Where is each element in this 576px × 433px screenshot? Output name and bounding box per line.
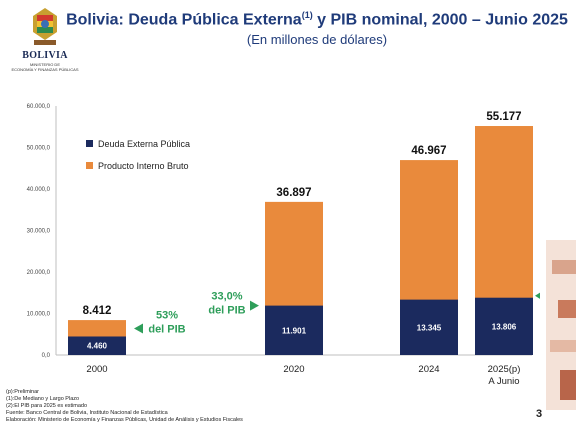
debt-value-label: 4.460 [87,342,108,351]
x-tick-label: 2020 [283,364,304,375]
debt-value-label: 11.901 [282,326,307,335]
y-tick-label: 0,0 [42,353,51,359]
legend-label: Deuda Externa Pública [98,139,190,149]
gdp-value-label: 36.897 [276,187,311,199]
title-superscript: (1) [301,10,313,20]
ratio-arrow [250,300,259,311]
page-number: 3 [536,408,543,420]
x-tick-label: 2024 [418,364,439,375]
y-tick-label: 40.000,0 [27,187,51,193]
logo-ministry-line1: MINISTERIO DE [29,62,60,67]
footnote: (2):El PIB para 2025 es estimado [6,403,88,409]
y-tick-label: 50.000,0 [27,146,51,152]
footnote: (p):Preliminar [6,389,40,395]
x-tick-sublabel: A Junio [488,376,519,387]
footnote: Fuente: Banco Central de Bolivia, Instit… [6,410,168,416]
debt-value-label: 13.345 [417,323,442,332]
x-tick-label: 2025(p) [488,364,521,375]
footnote: Elaboración: Ministerio de Economía y Fi… [6,417,243,423]
bar-debt-2024 [400,299,458,355]
ratio-caption: del PIB [148,323,185,335]
footnotes: (p):Preliminar (1):De Mediano y Largo Pl… [6,389,426,424]
debt-gdp-chart: 0,0 10.000,0 20.000,0 30.000,0 40.000,0 50.00… [27,104,576,387]
ratio-caption: del PIB [208,305,245,317]
ministry-logo: BOLIVIA MINISTERIO DE ECONOMÍA Y FINANZA… [6,6,84,80]
ratio-value: 53% [156,309,178,321]
y-tick-label: 30.000,0 [27,229,51,235]
title-prefix: Bolivia: Deuda Pública Externa [66,11,302,29]
legend-swatch [86,140,93,147]
page-title: Bolivia: Deuda Pública Externa(1) y PIB … [62,10,572,29]
chart-panel: 0,0 10.000,0 20.000,0 30.000,0 40.000,0 50.00… [12,88,576,388]
coat-of-arms-icon [33,8,57,45]
legend-swatch [86,162,93,169]
ratio-arrow [134,323,143,334]
footnote: (1):De Mediano y Largo Plazo [6,396,80,402]
legend-label: Producto Interno Bruto [98,161,189,171]
y-tick-label: 10.000,0 [27,312,51,318]
page-subtitle: (En millones de dólares) [246,32,388,47]
gdp-value-label: 46.967 [411,145,446,157]
gdp-value-label: 55.177 [486,111,521,123]
title-suffix: y PIB nominal, 2000 – Junio 2025 [312,11,568,29]
logo-ministry: MINISTERIO DE ECONOMÍA Y FINANZAS PÚBLIC… [6,62,84,72]
bar-debt-2000 [68,336,126,355]
x-tick-label: 2000 [86,364,107,375]
logo-name: BOLIVIA [22,50,68,61]
decorative-pattern [546,240,576,410]
bar-debt-2020 [265,305,323,355]
gdp-value-label: 8.412 [83,305,112,317]
debt-value-label: 13.806 [492,322,517,331]
logo-ministry-line2: ECONOMÍA Y FINANZAS PÚBLICAS [11,67,79,72]
ratio-value: 33,0% [211,291,242,303]
bar-debt-2025(p) [475,297,533,355]
y-tick-label: 20.000,0 [27,270,51,276]
y-tick-label: 60.000,0 [27,104,51,110]
